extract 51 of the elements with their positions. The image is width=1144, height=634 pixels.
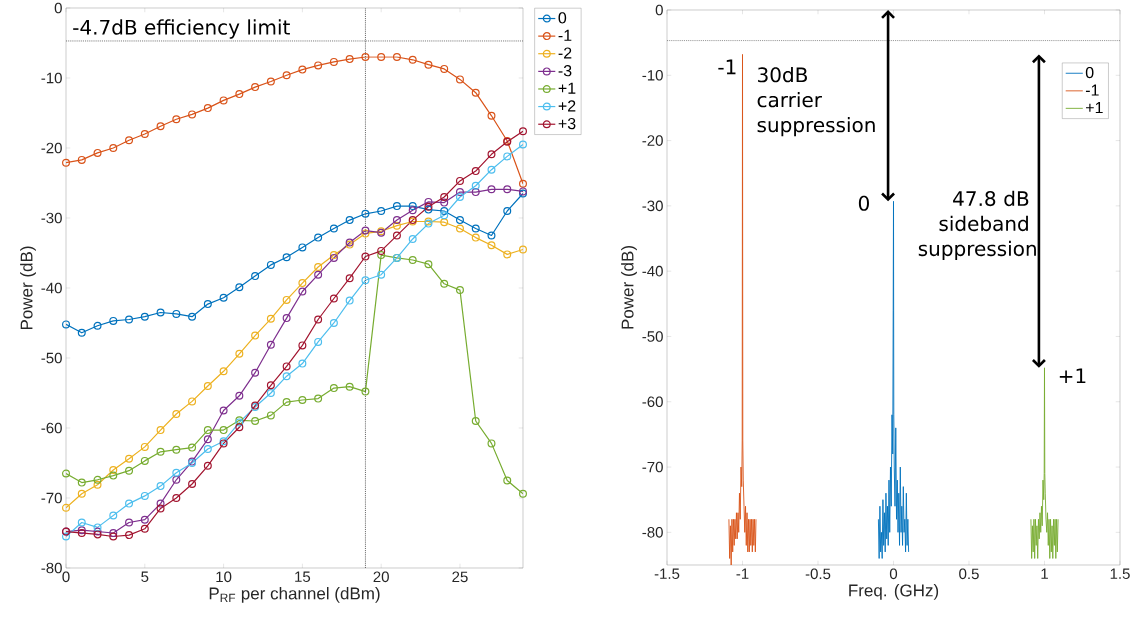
x-tick-label: -1 xyxy=(736,568,749,579)
x-tick-label: 5 xyxy=(141,571,149,582)
x-tick-label: 0 xyxy=(62,571,70,583)
legend-label: 0 xyxy=(1085,66,1094,79)
x-tick-label: -0.5 xyxy=(805,568,831,580)
x-tick-label: 10 xyxy=(216,571,232,583)
y-tick-label: -50 xyxy=(41,352,62,364)
legend-label: -1 xyxy=(558,29,572,41)
annotation: +1 xyxy=(1059,368,1086,384)
x-tick-label: 0 xyxy=(889,568,898,580)
y-tick-label: -20 xyxy=(41,142,62,154)
x-axis-title: Freq. (GHz) xyxy=(849,584,939,600)
y-tick-label: 0 xyxy=(54,2,62,14)
y-tick-label: -30 xyxy=(41,212,62,224)
y-axis-title: Power (dB) xyxy=(20,246,36,330)
x-tick-label: -1.5 xyxy=(654,568,680,579)
legend-label: -3 xyxy=(558,65,572,77)
x-tick-label: 1 xyxy=(1041,568,1048,579)
y-tick-label: -40 xyxy=(642,265,663,277)
legend-label: +3 xyxy=(558,117,576,130)
y-tick-label: -10 xyxy=(41,72,62,84)
y-tick-label: -20 xyxy=(642,135,663,146)
x-tick-label: 0.5 xyxy=(959,568,979,580)
legend-label: 0 xyxy=(558,12,567,24)
annotation: 30dB carrier suppression xyxy=(757,66,875,137)
y-tick-label: -80 xyxy=(642,527,663,538)
y-tick-label: -60 xyxy=(642,396,663,408)
legend-label: +1 xyxy=(1086,102,1103,114)
x-tick-label: 1.5 xyxy=(1110,568,1130,579)
legend-label: -2 xyxy=(558,47,572,59)
annotation: -1 xyxy=(718,59,736,75)
y-tick-label: -70 xyxy=(41,492,62,504)
y-tick-label: -60 xyxy=(41,422,62,434)
x-tick-label: 25 xyxy=(452,571,468,583)
annotation: 0 xyxy=(858,195,869,211)
x-tick-label: 20 xyxy=(373,571,389,583)
y-tick-label: -10 xyxy=(642,69,663,81)
ref-line-label: -4.7dB efficiency limit xyxy=(73,19,290,39)
legend-label: +1 xyxy=(558,82,576,94)
y-tick-label: -40 xyxy=(41,282,62,294)
y-axis-title: Power (dB) xyxy=(621,246,637,329)
x-axis-title: P$_{RF}$ per channel (dBm) xyxy=(209,587,380,603)
legend-label: -1 xyxy=(1085,84,1099,96)
y-tick-label: 0 xyxy=(655,4,663,16)
y-tick-label: -80 xyxy=(41,562,62,574)
y-tick-label: -70 xyxy=(642,461,663,473)
x-tick-label: 15 xyxy=(295,571,311,582)
y-tick-label: -50 xyxy=(642,331,663,342)
annotation: 47.8 dB sideband suppression xyxy=(918,190,1036,260)
legend-label: +2 xyxy=(558,100,576,112)
y-tick-label: -30 xyxy=(642,200,663,212)
